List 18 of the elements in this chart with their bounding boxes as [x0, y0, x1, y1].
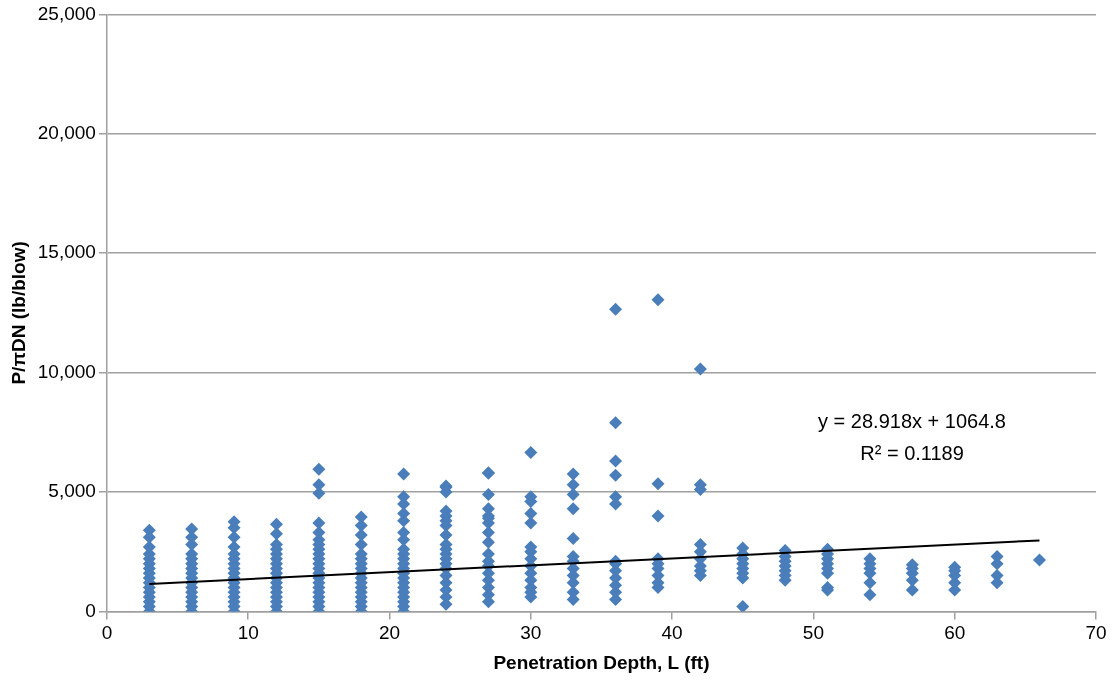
y-tick-label: 15,000 — [37, 241, 96, 263]
x-tick-label: 0 — [101, 622, 113, 644]
x-tick-label: 60 — [944, 622, 966, 644]
y-tick-label: 20,000 — [37, 122, 96, 144]
y-tick-label: 5,000 — [48, 480, 96, 502]
x-tick-label: 10 — [237, 622, 259, 644]
x-tick-label: 70 — [1085, 622, 1107, 644]
x-tick-label: 40 — [661, 622, 683, 644]
y-axis-title: P/πDN (lb/blow) — [7, 241, 29, 385]
y-tick-label: 10,000 — [37, 360, 96, 382]
x-axis-title: Penetration Depth, L (ft) — [493, 651, 710, 673]
x-tick-label: 30 — [520, 622, 542, 644]
annotation: y = 28.918x + 1064.8 — [818, 409, 1006, 432]
x-tick-label: 20 — [378, 622, 401, 644]
annotation: R² = 0.1189 — [860, 441, 964, 464]
y-tick-label: 0 — [85, 599, 96, 621]
x-tick-label: 50 — [802, 622, 824, 644]
y-tick-label: 25,000 — [37, 2, 96, 24]
